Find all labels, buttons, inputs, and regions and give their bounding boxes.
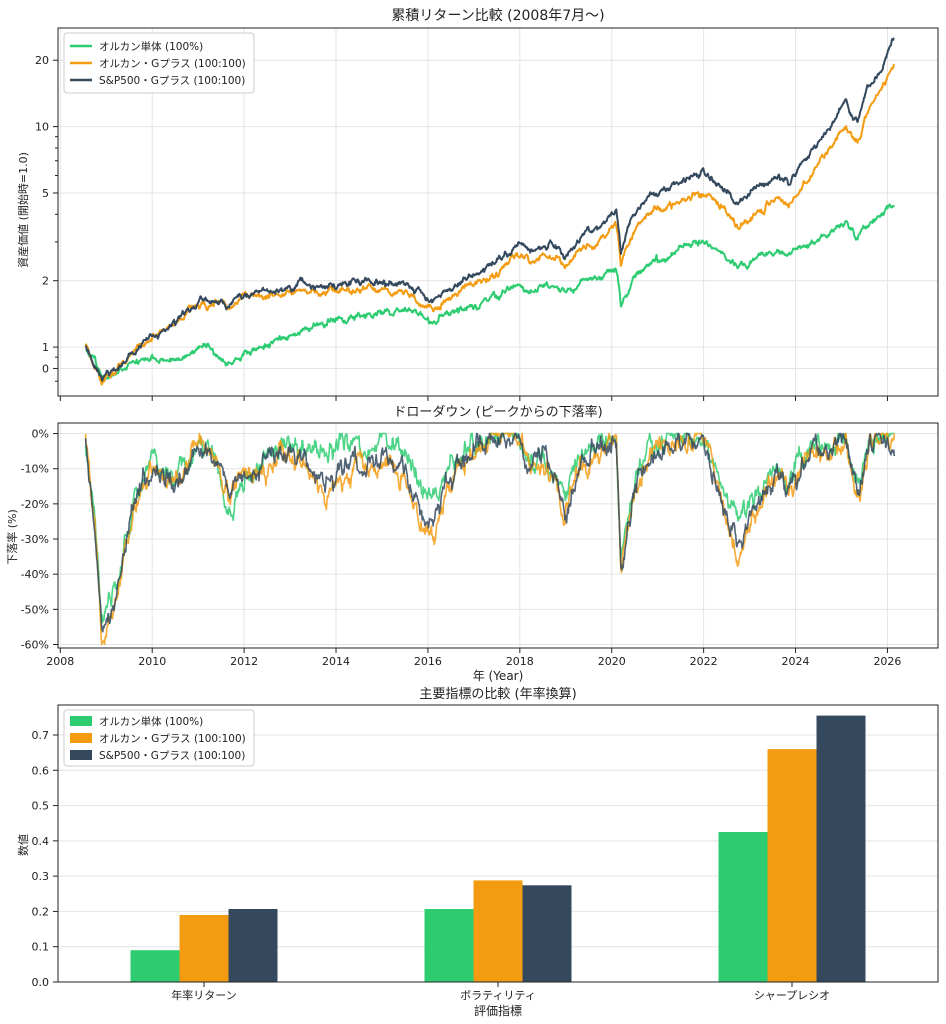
metrics-y-tick-label: 0.4 [32,835,50,848]
drawdown-x-tick-label: 2012 [230,655,258,668]
cumulative-chart-title: 累積リターン比較 (2008年7月〜) [391,8,604,24]
metrics-y-axis-label: 数値 [17,834,30,856]
drawdown-y-tick-label: -50% [21,603,49,616]
cumulative-legend-label-1: オルカン単体 (100%) [99,40,203,53]
metrics-legend-label-2: オルカン・Gプラス (100:100) [99,733,246,745]
drawdown-y-tick-label: -60% [21,638,49,651]
drawdown-x-tick-label: 2016 [414,655,442,668]
cumulative-series-line-2 [84,63,896,386]
metrics-bar-3-2 [767,749,817,982]
metrics-y-tick-label: 0.6 [32,764,50,777]
cumulative-legend-box [63,32,255,94]
metrics-x-axis-label: 評価指標 [474,1003,522,1018]
drawdown-x-axis-label: 年 (Year) [473,669,524,683]
metrics-bar-2-1 [424,909,474,982]
metrics-bar-2-2 [473,880,523,982]
metrics-y-tick-label: 0.0 [32,976,50,989]
drawdown-y-tick-label: -30% [21,533,49,546]
metrics-legend-swatch-2 [70,733,92,743]
drawdown-x-tick-label: 2024 [782,655,810,668]
metrics-x-tick-label: ボラティリティ [460,989,536,1002]
cumulative-y-tick-label: 10 [35,121,49,134]
drawdown-x-tick-label: 2018 [506,655,534,668]
metrics-bar-3-3 [816,715,866,982]
cumulative-legend: オルカン単体 (100%) オルカン・Gプラス (100:100) S&P500・G… [63,32,255,94]
metrics-legend: オルカン単体 (100%) オルカン・Gプラス (100:100) S&P500・G… [63,709,255,767]
metrics-x-tick-label: シャープレシオ [754,989,830,1002]
drawdown-y-tick-label: 0% [32,428,49,441]
cumulative-return-chart: 累積リターン比較 (2008年7月〜) 資産価値 (開始時=1.0) 0 1 2 5 1… [16,8,939,401]
drawdown-plot-frame [57,422,939,649]
drawdown-x-tick-label: 2020 [598,655,626,668]
cumulative-y-tick-label: 5 [42,187,49,200]
drawdown-chart-title: ドローダウン (ピークからの下落率) [393,404,602,420]
metrics-legend-swatch-1 [70,716,92,726]
drawdown-y-tick-label: -20% [21,498,49,511]
metrics-legend-label-1: オルカン単体 (100%) [99,715,203,728]
cumulative-legend-label-2: オルカン・Gプラス (100:100) [99,58,246,70]
drawdown-x-tick-label: 2010 [138,655,166,668]
cumulative-y-tick-label: 1 [42,341,49,354]
metrics-legend-label-3: S&P500・Gプラス (100:100) [99,750,245,762]
metrics-bar-chart: 主要指標の比較 (年率換算) 数値 評価指標 0.0 0.1 0.2 0.3 0.4 0.… [17,686,939,1018]
metrics-y-tick-label: 0.7 [32,729,50,742]
metrics-bar-1-2 [179,915,229,982]
metrics-bar-1-3 [228,909,278,982]
metrics-legend-box [63,709,255,767]
metrics-chart-title: 主要指標の比較 (年率換算) [419,686,576,702]
cumulative-y-tick-label: 2 [42,275,49,288]
metrics-y-tick-label: 0.1 [32,941,50,954]
cumulative-y-axis-label: 資産価値 (開始時=1.0) [16,152,30,268]
drawdown-series-line-3 [84,432,896,633]
drawdown-y-axis-label: 下落率 (%) [5,509,19,565]
metrics-y-tick-label: 0.3 [32,870,50,883]
drawdown-y-tick-label: -40% [21,568,49,581]
metrics-bar-3-1 [718,832,768,982]
cumulative-plot-frame [57,27,939,397]
drawdown-series-line-1 [84,432,895,624]
drawdown-x-tick-label: 2008 [46,655,74,668]
drawdown-x-tick-label: 2026 [873,655,901,668]
metrics-y-tick-label: 0.2 [32,905,50,918]
metrics-y-tick-label: 0.5 [32,800,50,813]
cumulative-legend-label-3: S&P500・Gプラス (100:100) [99,75,245,87]
cumulative-series-line-1 [85,203,896,381]
drawdown-chart: ドローダウン (ピークからの下落率) 下落率 (%) 年 (Year) 0% -1… [5,404,939,683]
drawdown-x-tick-label: 2014 [322,655,350,668]
drawdown-x-tick-label: 2022 [690,655,718,668]
cumulative-y-tick-label: 0 [42,362,49,375]
metrics-bar-2-3 [522,885,572,982]
metrics-x-tick-label: 年率リターン [171,988,236,1002]
cumulative-y-tick-label: 20 [35,54,49,67]
metrics-bar-1-1 [130,950,180,982]
cumulative-series-line-3 [84,37,895,382]
metrics-legend-swatch-3 [70,750,92,760]
drawdown-y-tick-label: -10% [21,463,49,476]
